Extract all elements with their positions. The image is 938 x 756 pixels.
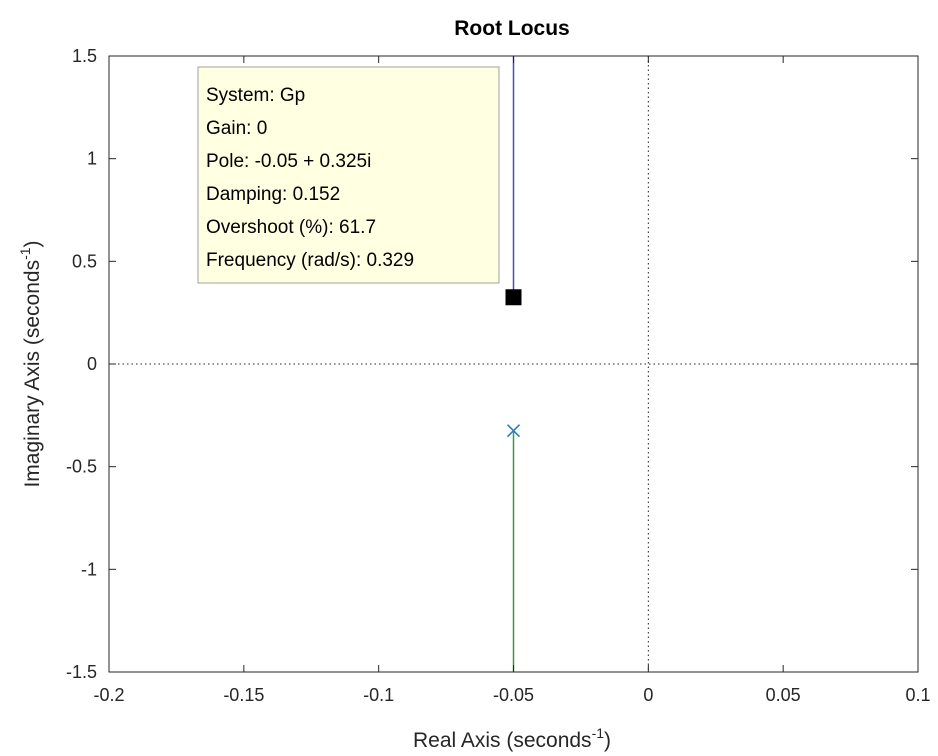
y-tick-label: -1.5 [66,662,97,682]
x-axis-label-end: ) [604,729,611,752]
x-tick-label: -0.2 [93,685,124,705]
y-axis-label-end: ) [21,240,44,247]
reference-lines [109,56,918,672]
y-axis-label-superscript: -1 [17,247,33,260]
x-axis-ticks: -0.2 -0.15 -0.1 -0.05 0 0.05 0.1 [93,56,931,705]
x-tick-label: -0.05 [493,685,534,705]
pole-marker-stroke [506,424,521,438]
y-tick-label: 0.5 [72,251,97,271]
x-tick-label: 0.05 [766,685,801,705]
datatip-line: Damping: 0.152 [206,184,340,205]
chart-title: Root Locus [454,17,570,40]
x-axis-label-superscript: -1 [592,725,605,741]
y-tick-label: -0.5 [66,457,97,477]
y-axis-label-base: Imaginary Axis (seconds [21,260,44,488]
x-tick-label: -0.1 [363,685,394,705]
datatip[interactable]: System: Gp Gain: 0 Pole: -0.05 + 0.325i … [197,66,500,284]
datatip-marker-layer [505,289,522,306]
datatip-line: Overshoot (%): 61.7 [206,217,376,238]
y-tick-label: 1.5 [72,46,97,66]
datatip-line: Pole: -0.05 + 0.325i [206,151,371,172]
datatip-line: Frequency (rad/s): 0.329 [206,250,414,271]
x-axis-label: Real Axis (seconds-1) [413,725,611,752]
x-axis-label-base: Real Axis (seconds [413,729,592,752]
x-tick-label: 0 [643,685,653,705]
y-axis-label: Imaginary Axis (seconds-1) [17,240,44,487]
y-axis-ticks: -1.5 -1 -0.5 0 0.5 1 1.5 [66,46,918,682]
y-tick-label: 0 [87,354,97,374]
y-tick-label: -1 [81,559,97,579]
y-tick-label: 1 [87,149,97,169]
datatip-marker [505,289,522,306]
pole-marker-2 [506,424,521,438]
datatip-line: System: Gp [206,85,305,106]
datatip-box [197,66,500,284]
datatip-line: Gain: 0 [206,118,267,139]
x-tick-label: -0.15 [223,685,264,705]
x-tick-label: 0.1 [905,685,930,705]
